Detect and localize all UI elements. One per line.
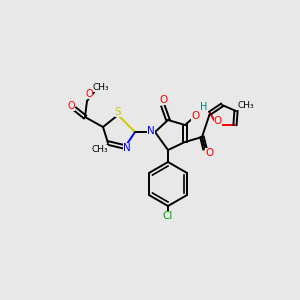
Text: CH₃: CH₃ [93,82,109,91]
Text: H: H [200,102,208,112]
Text: O: O [205,148,213,158]
Text: N: N [123,143,131,153]
Text: O: O [214,116,222,126]
Text: S: S [115,107,121,117]
Text: O: O [159,95,167,105]
Text: O: O [191,111,199,121]
Text: O: O [85,89,93,99]
Text: N: N [147,126,155,136]
Text: CH₃: CH₃ [92,145,108,154]
Text: CH₃: CH₃ [238,100,254,109]
Text: O: O [67,101,75,111]
Text: Cl: Cl [163,211,173,221]
